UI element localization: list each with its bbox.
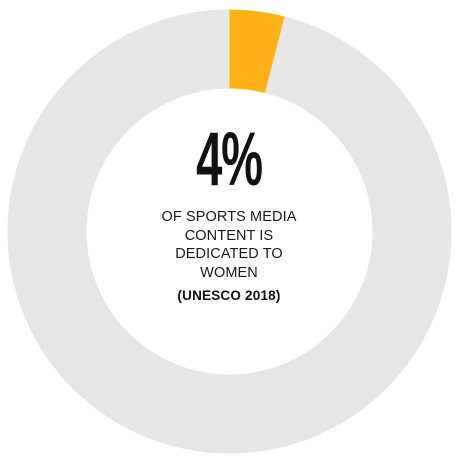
center-label: 4% OF SPORTS MEDIA CONTENT IS DEDICATED … — [129, 118, 329, 304]
caption-line-4: WOMEN — [200, 264, 258, 281]
caption-line-3: DEDICATED TO — [175, 246, 283, 262]
caption-line-1: OF SPORTS MEDIA — [161, 209, 297, 225]
caption-line-2: CONTENT IS — [184, 227, 274, 244]
donut-slice-2 — [7, 9, 452, 454]
center-value: 4% — [196, 117, 263, 202]
donut-slice-1 — [229, 9, 285, 93]
source-label: (UNESCO 2018) — [177, 288, 281, 303]
caption: OF SPORTS MEDIA CONTENT IS DEDICATED TO … — [129, 208, 329, 282]
center-value-wrap: 4% — [129, 118, 329, 202]
